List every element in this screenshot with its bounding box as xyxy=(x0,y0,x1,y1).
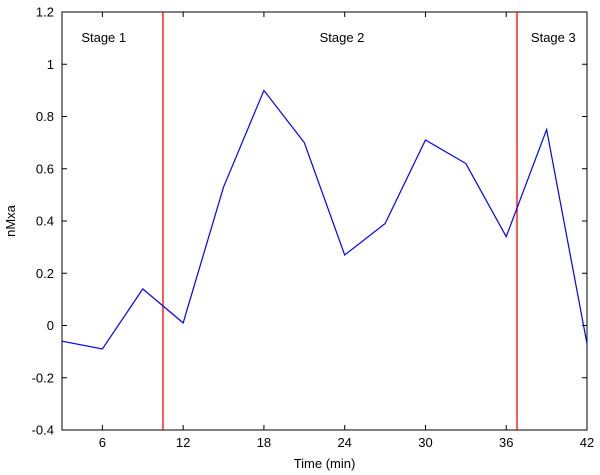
x-tick-label: 6 xyxy=(99,435,106,450)
ticks-layer: 6 12 18 24 30 36 42 -0.4 -0.2 0 0.2 0.4 0.6 0.8 1 1.2 xyxy=(32,5,595,451)
y-tick-label: 1.2 xyxy=(36,5,54,20)
x-tick-label: 12 xyxy=(176,435,190,450)
x-tick-label: 24 xyxy=(337,435,351,450)
y-tick-label: -0.4 xyxy=(32,423,54,438)
y-axis-label: nMxa xyxy=(3,204,18,237)
y-tick-label: 0.8 xyxy=(36,109,54,124)
y-tick-label: 0.6 xyxy=(36,161,54,176)
stage-divider-layer xyxy=(162,12,518,430)
stage-label: Stage 1 xyxy=(81,30,126,45)
y-tick-label: -0.2 xyxy=(32,370,54,385)
x-tick-label: 36 xyxy=(499,435,513,450)
stage-label: Stage 3 xyxy=(531,30,576,45)
x-tick-label: 42 xyxy=(580,435,594,450)
x-axis-label: Time (min) xyxy=(294,456,356,471)
stage-label: Stage 2 xyxy=(320,30,365,45)
x-tick-label: 18 xyxy=(257,435,271,450)
stage-label-layer: Stage 1 Stage 2 Stage 3 xyxy=(81,30,575,45)
series-line xyxy=(61,89,588,350)
y-tick-label: 0.4 xyxy=(36,214,54,229)
series-layer xyxy=(61,89,588,350)
y-tick-label: 0.2 xyxy=(36,266,54,281)
plot-area xyxy=(61,11,588,431)
x-tick-label: 30 xyxy=(418,435,432,450)
y-tick-label: 0 xyxy=(47,318,54,333)
y-tick-label: 1 xyxy=(47,57,54,72)
